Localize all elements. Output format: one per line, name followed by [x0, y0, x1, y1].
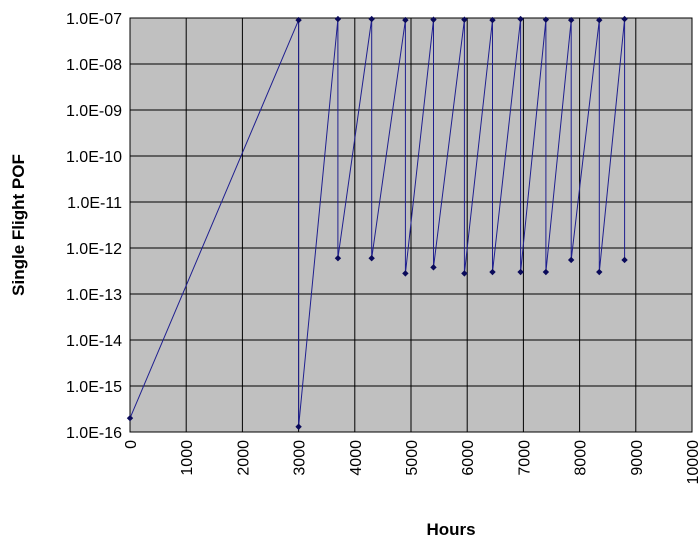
data-point — [596, 16, 603, 24]
x-tick-label: 6000 — [460, 440, 477, 476]
data-point — [542, 268, 550, 276]
y-tick-label: 1.0E-09 — [66, 103, 122, 120]
x-tick-label: 2000 — [235, 440, 252, 476]
data-point — [621, 15, 628, 23]
data-point — [402, 16, 409, 24]
y-tick-label: 1.0E-15 — [66, 379, 122, 396]
y-tick-label: 1.0E-10 — [66, 149, 122, 166]
data-point — [368, 15, 375, 23]
x-tick-label: 10000 — [685, 440, 700, 485]
series-layer — [126, 15, 628, 430]
x-tick-label: 9000 — [629, 440, 646, 476]
data-point — [430, 16, 437, 23]
y-axis-title: Single Flight POF — [9, 154, 28, 296]
y-tick-label: 1.0E-14 — [66, 333, 122, 350]
x-tick-label: 0 — [123, 440, 140, 449]
data-point — [517, 15, 524, 23]
y-tick-label: 1.0E-11 — [67, 195, 122, 212]
y-axis-ticks: 1.0E-16 1.0E-15 1.0E-14 1.0E-13 1.0E-12 1.0E-… — [66, 11, 122, 442]
x-tick-label: 1000 — [179, 440, 196, 476]
x-tick-label: 8000 — [573, 440, 590, 476]
x-tick-label: 3000 — [292, 440, 309, 476]
y-tick-label: 1.0E-12 — [66, 241, 122, 258]
data-point — [461, 270, 468, 277]
data-point — [517, 268, 524, 276]
data-point — [542, 16, 550, 23]
data-point — [461, 16, 468, 23]
data-point — [567, 16, 575, 24]
y-tick-label: 1.0E-13 — [66, 287, 122, 304]
x-axis-ticks: 0 1000 2000 3000 4000 5000 6000 7000 8000 9000 100… — [123, 440, 700, 485]
data-point — [596, 268, 603, 276]
data-point — [368, 255, 375, 262]
data-point — [295, 423, 302, 430]
y-tick-label: 1.0E-08 — [66, 57, 122, 74]
x-tick-label: 4000 — [348, 440, 365, 476]
data-point — [621, 256, 628, 264]
data-point — [334, 15, 342, 23]
data-point — [126, 414, 134, 422]
data-point — [430, 264, 437, 271]
data-point — [489, 16, 496, 24]
data-point — [295, 16, 302, 24]
x-axis-title: Hours — [426, 520, 475, 539]
data-point — [567, 256, 575, 264]
y-tick-label: 1.0E-16 — [66, 425, 122, 442]
data-point — [402, 270, 409, 277]
x-tick-label: 5000 — [404, 440, 421, 476]
x-tick-label: 7000 — [516, 440, 533, 476]
y-tick-label: 1.0E-07 — [66, 11, 122, 28]
data-point — [489, 268, 496, 276]
plot-frame — [129, 17, 693, 433]
data-point — [334, 255, 342, 262]
